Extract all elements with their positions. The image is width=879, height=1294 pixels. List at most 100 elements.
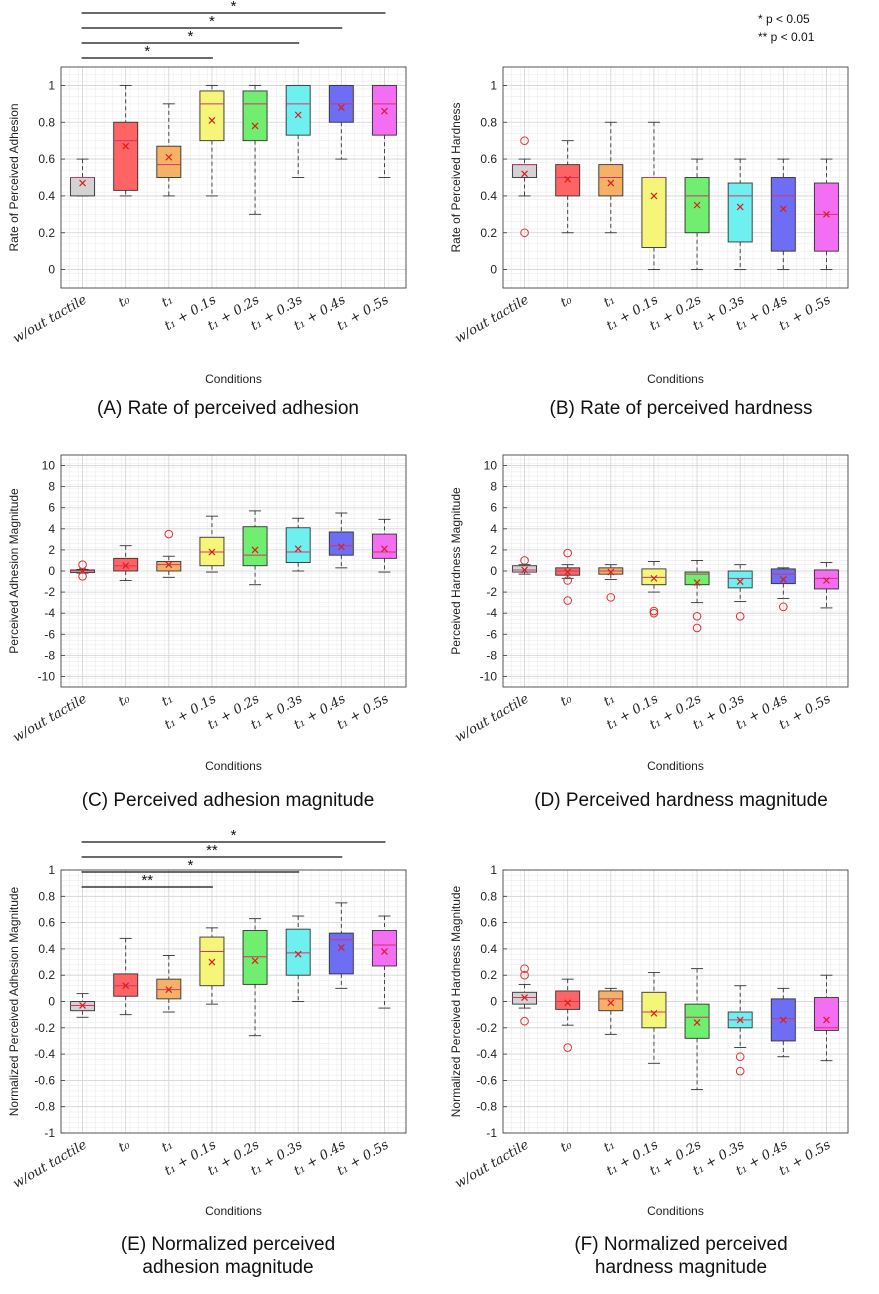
box-2 [598, 564, 624, 602]
mean-marker [607, 999, 615, 1007]
box-0 [70, 993, 96, 1018]
chart-panel-b: 0 0.2 0.4 0.6 0.8 1 Rate of Perceived Hardness… [449, 66, 849, 419]
significance-label: ** [206, 842, 218, 859]
outlier-point [779, 602, 788, 612]
mean-marker [693, 201, 701, 209]
box-body [285, 527, 311, 564]
x-tick-label: t₁ [601, 691, 618, 709]
mean-marker [736, 1016, 744, 1024]
box-6 [328, 84, 354, 160]
y-tick-label: -0.4 [476, 1047, 497, 1061]
y-tick-label: 10 [42, 459, 56, 473]
y-tick-label: -2 [486, 585, 497, 599]
y-tick-label: 8 [48, 480, 55, 494]
mean-marker [251, 122, 259, 130]
x-tick-label: t₁ [601, 292, 618, 310]
y-tick-label: -0.4 [34, 1047, 55, 1061]
outlier-point [520, 556, 529, 565]
axes-frame [502, 869, 849, 1134]
mean-marker [650, 574, 658, 582]
mean-marker [693, 1019, 701, 1026]
box-1 [555, 140, 581, 234]
box-body [770, 568, 796, 585]
y-axis-label: Normalized Perceived Hardness Magnitude [449, 885, 463, 1117]
box-5 [727, 985, 753, 1076]
y-tick-label: -8 [44, 648, 55, 662]
panel-caption: (D) Perceived hardness magnitude [534, 790, 828, 811]
box-7 [371, 84, 397, 178]
y-tick-label: -0.8 [476, 1100, 497, 1114]
y-tick-label: 6 [48, 501, 55, 515]
mean-marker [208, 548, 216, 556]
mean-marker [294, 111, 302, 119]
y-tick-label: -10 [38, 669, 56, 683]
box-4 [684, 158, 710, 271]
box-4 [242, 84, 268, 215]
box-4 [684, 560, 710, 633]
axes-frame [60, 869, 407, 1134]
box-body [113, 121, 139, 191]
x-axis-label: Conditions [205, 759, 262, 773]
box-7 [371, 518, 397, 573]
x-tick-label: t₁ [159, 1137, 176, 1155]
significance-legend: * p < 0.05 ** p < 0.01 [758, 12, 815, 44]
box-6 [328, 512, 354, 569]
significance-label: * [209, 13, 215, 30]
x-tick-label: t₀ [558, 691, 575, 710]
box-body [813, 997, 839, 1031]
y-tick-label: 0.2 [480, 226, 497, 240]
box-6 [770, 567, 796, 612]
box-body [156, 561, 182, 572]
box-1 [555, 548, 581, 605]
box-6 [770, 158, 796, 271]
box-0 [512, 964, 538, 1026]
y-tick-label: 4 [48, 522, 55, 536]
y-tick-label: 0.2 [480, 968, 497, 982]
box-7 [813, 562, 839, 609]
y-tick-label: -2 [44, 585, 55, 599]
panel-caption: (B) Rate of perceived hardness [550, 398, 813, 419]
grid [60, 869, 407, 1134]
outlier-point [164, 529, 174, 539]
y-tick-label: 0.8 [480, 115, 497, 129]
box-body [641, 568, 667, 586]
mean-marker [650, 192, 658, 200]
mean-marker [208, 116, 216, 124]
mean-marker [337, 944, 345, 952]
box-body [555, 990, 581, 1010]
y-tick-label: -0.6 [34, 1073, 55, 1087]
outlier-point [520, 228, 529, 238]
box-3 [641, 561, 667, 618]
outlier-point [692, 612, 702, 621]
outlier-point [520, 136, 529, 145]
legend-p001: ** p < 0.01 [758, 30, 815, 44]
mean-marker [294, 545, 302, 553]
x-tick-label: t₀ [558, 292, 575, 311]
mean-marker [607, 568, 615, 576]
box-body [598, 990, 624, 1012]
x-tick-label: t₀ [116, 691, 133, 710]
y-tick-label: 0.4 [38, 189, 55, 203]
box-4 [242, 918, 268, 1037]
outlier-point [563, 548, 572, 558]
y-tick-label: 8 [490, 480, 497, 494]
mean-marker [823, 577, 830, 584]
mean-marker [79, 179, 86, 187]
box-body [770, 177, 796, 252]
box-5 [285, 84, 311, 178]
y-tick-label: 0 [48, 995, 55, 1009]
outlier-point [563, 596, 572, 605]
y-axis-label: Perceived Adhesion Magnitude [7, 488, 21, 654]
box-body [512, 164, 538, 178]
x-axis-label: Conditions [205, 372, 262, 386]
panel-caption: (A) Rate of perceived adhesion [97, 398, 359, 419]
box-3 [199, 927, 225, 1005]
mean-marker [779, 205, 787, 213]
outlier-point [735, 1052, 745, 1062]
x-tick-label: t₀ [116, 1137, 133, 1156]
mean-marker [251, 546, 259, 554]
y-tick-label: 0 [490, 564, 497, 578]
grid [502, 454, 849, 688]
x-tick-label: t₀ [116, 292, 133, 311]
